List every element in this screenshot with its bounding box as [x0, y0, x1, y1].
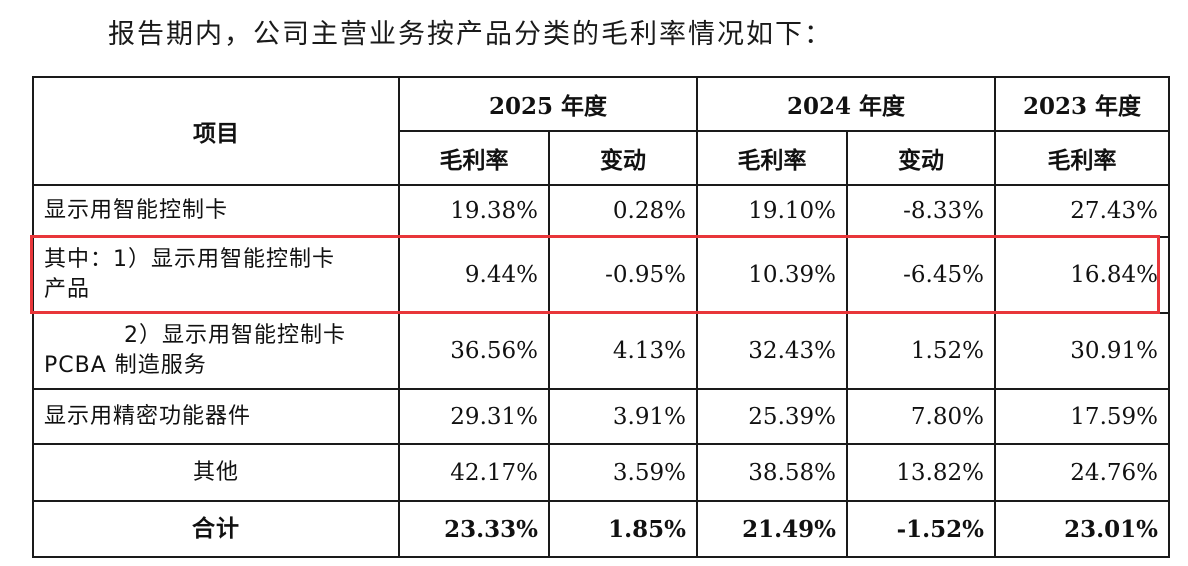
cell-change-2025: 1.85%: [548, 500, 698, 558]
row-label-line2: 产品: [44, 277, 91, 302]
total-row: 合计 23.33% 1.85% 21.49% -1.52% 23.01%: [32, 500, 1170, 558]
cell-gm-2025: 9.44%: [398, 236, 550, 314]
row-label-line1: 其中：1）显示用智能控制卡: [44, 247, 335, 272]
cell-gm-2023: 17.59%: [994, 388, 1170, 445]
row-label-line1: 合计: [192, 516, 240, 542]
row-label-line1: 显示用精密功能器件: [44, 403, 252, 429]
cell-gm-2025: 42.17%: [398, 443, 550, 502]
row-label-line2: PCBA 制造服务: [44, 353, 207, 378]
cell-gm-2024: 38.58%: [696, 443, 848, 502]
cell-change-2025: 0.28%: [548, 184, 698, 238]
row-label: 显示用智能控制卡: [32, 184, 400, 238]
cell-gm-2024: 21.49%: [696, 500, 848, 558]
cell-change-2025: 4.13%: [548, 312, 698, 390]
cell-gm-2023: 24.76%: [994, 443, 1170, 502]
cell-change-2024: -6.45%: [846, 236, 996, 314]
row-label: 显示用精密功能器件: [32, 388, 400, 445]
table-row: 其他 42.17% 3.59% 38.58% 13.82% 24.76%: [32, 443, 1170, 502]
header-change-2025: 变动: [548, 130, 698, 186]
header-year-2023: 2023 年度: [994, 76, 1170, 132]
cell-gm-2023: 27.43%: [994, 184, 1170, 238]
header-row-years: 项目 2025 年度 2024 年度 2023 年度: [32, 76, 1170, 186]
row-label-line1: 2）显示用智能控制卡: [124, 323, 346, 348]
cell-change-2024: 13.82%: [846, 443, 996, 502]
row-label: 其他: [32, 443, 400, 502]
cell-gm-2025: 29.31%: [398, 388, 550, 445]
cell-gm-2024: 32.43%: [696, 312, 848, 390]
table-row: 其中：1）显示用智能控制卡 产品 9.44% -0.95% 10.39% -6.4…: [32, 236, 1170, 314]
cell-change-2025: -0.95%: [548, 236, 698, 314]
gross-margin-table: 项目 2025 年度 2024 年度 2023 年度 毛利率 变动 毛利率 变动…: [32, 76, 1170, 558]
table-row: 显示用智能控制卡 19.38% 0.28% 19.10% -8.33% 27.4…: [32, 184, 1170, 238]
header-year-2025: 2025 年度: [398, 76, 698, 132]
intro-text: 报告期内，公司主营业务按产品分类的毛利率情况如下：: [108, 19, 833, 50]
cell-gm-2024: 25.39%: [696, 388, 848, 445]
cell-gm-2025: 23.33%: [398, 500, 550, 558]
cell-gm-2024: 10.39%: [696, 236, 848, 314]
header-item: 项目: [32, 76, 400, 186]
row-label: 2）显示用智能控制卡 PCBA 制造服务: [32, 312, 400, 390]
cell-gm-2024: 19.10%: [696, 184, 848, 238]
table-row: 显示用精密功能器件 29.31% 3.91% 25.39% 7.80% 17.5…: [32, 388, 1170, 445]
header-gross-margin-2025: 毛利率: [398, 130, 550, 186]
cell-gm-2025: 19.38%: [398, 184, 550, 238]
cell-gm-2025: 36.56%: [398, 312, 550, 390]
cell-change-2025: 3.59%: [548, 443, 698, 502]
cell-gm-2023: 30.91%: [994, 312, 1170, 390]
header-row-metrics: 毛利率 变动 毛利率 变动 毛利率: [33, 130, 1170, 186]
cell-change-2025: 3.91%: [548, 388, 698, 445]
header-gross-margin-2024: 毛利率: [696, 130, 848, 186]
table-row: 2）显示用智能控制卡 PCBA 制造服务 36.56% 4.13% 32.43% …: [32, 312, 1170, 390]
header-change-2024: 变动: [846, 130, 996, 186]
cell-gm-2023: 23.01%: [994, 500, 1170, 558]
cell-change-2024: -1.52%: [846, 500, 996, 558]
cell-change-2024: -8.33%: [846, 184, 996, 238]
header-gross-margin-2023: 毛利率: [994, 130, 1170, 186]
row-label-line1: 显示用智能控制卡: [44, 198, 229, 223]
row-label: 合计: [32, 500, 400, 558]
row-label: 其中：1）显示用智能控制卡 产品: [32, 236, 400, 314]
row-label-line1: 其他: [192, 459, 239, 485]
cell-gm-2023: 16.84%: [994, 236, 1170, 314]
cell-change-2024: 1.52%: [846, 312, 996, 390]
cell-change-2024: 7.80%: [846, 388, 996, 445]
header-year-2024: 2024 年度: [696, 76, 996, 132]
